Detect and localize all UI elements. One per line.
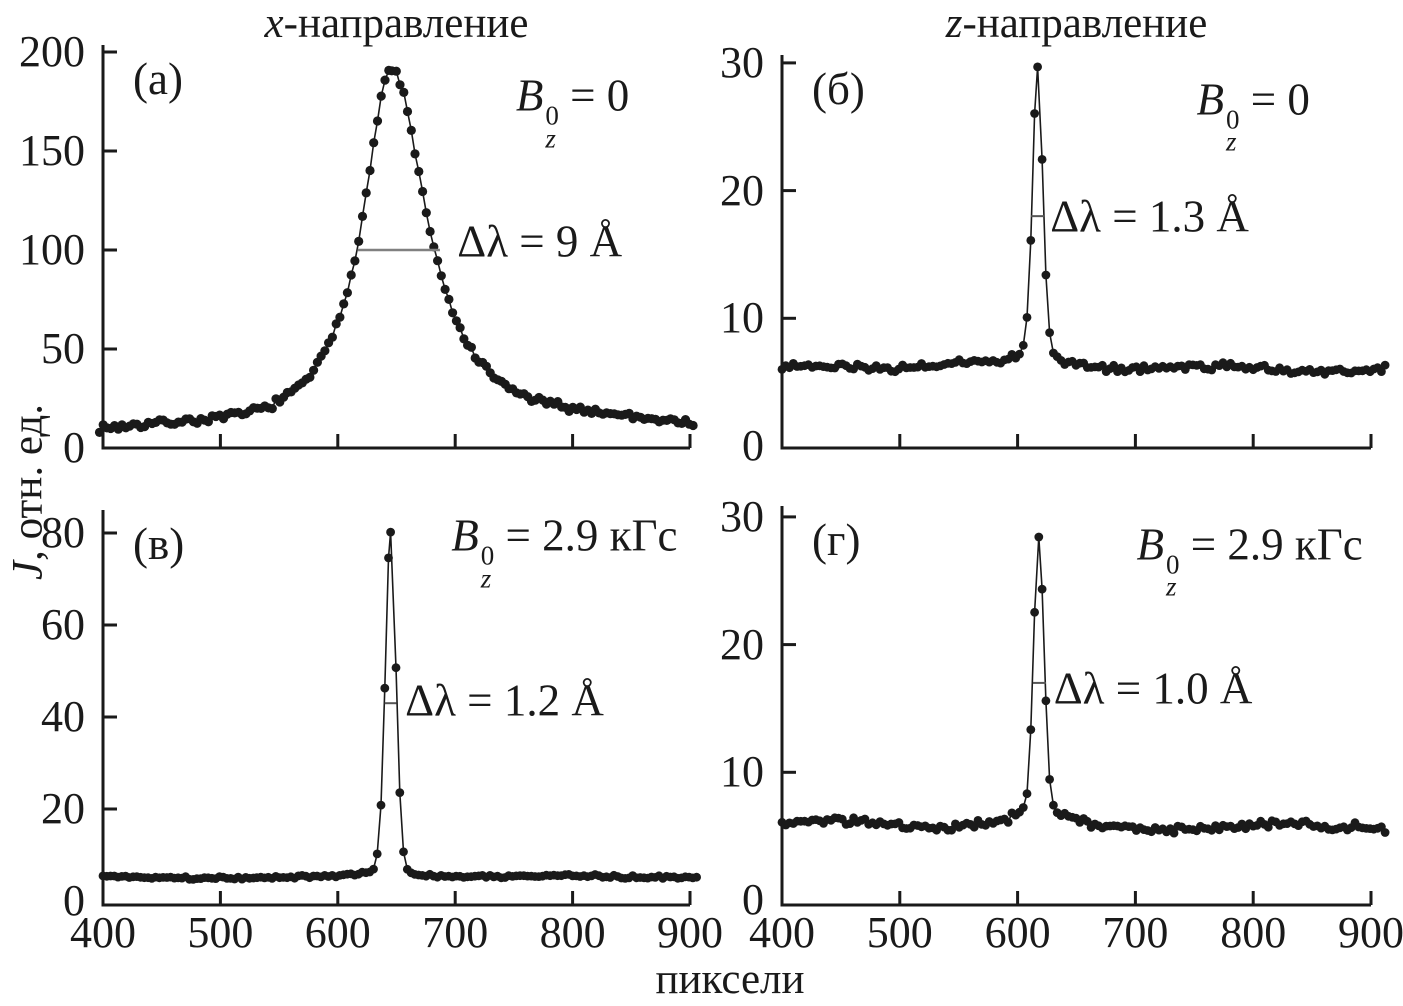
panel-g-plot [777, 506, 1390, 907]
field-value: = 2.9 кГс [494, 510, 678, 561]
panel-b-ytick-0: 0 [742, 421, 764, 470]
panel-g-letter: (г) [812, 515, 861, 565]
panel-v-xtick-500: 500 [187, 908, 254, 957]
panel-v-fwhm-annotation: Δλ = 1.2 Å [405, 675, 604, 726]
panel-a-ytick-50: 50 [41, 324, 85, 373]
panel-v-xtick-400: 400 [70, 908, 136, 957]
panel-g-axes [780, 506, 1371, 907]
panel-g-xtick-600: 600 [984, 908, 1051, 957]
panel-v-axes [101, 510, 690, 907]
panel-v-ytick-0: 0 [63, 876, 85, 925]
panel-b-letter: (б) [812, 64, 865, 114]
y-axis-label-symbol: J [4, 560, 52, 580]
panel-g-data-points [777, 532, 1390, 838]
panel-v-ytick-80: 80 [41, 508, 85, 557]
panel-a-axes [101, 45, 690, 450]
panel-v-letter: (в) [133, 519, 185, 569]
field-symbol: B [515, 70, 544, 121]
field-symbol: B [1136, 519, 1165, 570]
panel-a-fwhm-annotation: Δλ = 9 Å [457, 216, 623, 267]
panel-a-letter: (а) [133, 54, 183, 104]
panel-b-data-points [777, 62, 1390, 379]
panel-g-xtick-700: 700 [1102, 908, 1169, 957]
panel-b-fwhm-annotation: Δλ = 1.3 Å [1050, 191, 1249, 242]
panel-g-ytick-20: 20 [720, 619, 764, 669]
panel-g-xtick-800: 800 [1220, 908, 1287, 957]
panel-a-data-points [94, 65, 698, 437]
panel-b-title-rest: -направление [962, 0, 1208, 47]
panel-b-title-var: z [945, 0, 963, 47]
panel-a-plot [94, 45, 698, 450]
panel-v-xtick-900: 900 [657, 908, 723, 957]
panel-g-ytick-0: 0 [742, 875, 764, 924]
panel-a-ytick-150: 150 [19, 126, 85, 175]
panel-b-axes [780, 55, 1371, 450]
panel-v-ytick-20: 20 [41, 784, 85, 833]
panel-a-title-var: x [264, 0, 284, 47]
field-symbol: B [451, 510, 479, 561]
panel-a-ytick-0: 0 [63, 423, 85, 472]
x-axis-label: пиксели [655, 956, 805, 1003]
panel-v-xtick-800: 800 [539, 908, 606, 957]
panel-b-plot [777, 55, 1390, 450]
panel-v-ytick-40: 40 [41, 692, 85, 741]
panel-v-ytick-60: 60 [41, 600, 85, 649]
panel-b-ytick-10: 10 [720, 293, 764, 343]
panel-b-title: z-направление [946, 2, 1208, 45]
panel-b-ytick-20: 20 [720, 165, 764, 215]
panel-v-plot [98, 510, 701, 907]
panel-a-title: x-направление [265, 2, 529, 45]
field-symbol: B [1196, 74, 1224, 125]
panel-g-xtick-900: 900 [1338, 908, 1403, 957]
panel-g-fwhm-annotation: Δλ = 1.0 Å [1053, 663, 1253, 714]
field-value: = 0 [1239, 74, 1310, 125]
panel-a-ytick-200: 200 [19, 27, 85, 76]
panel-a-title-rest: -направление [283, 0, 529, 47]
field-value: = 2.9 кГс [1179, 519, 1363, 570]
panel-g-ytick-10: 10 [720, 747, 764, 797]
field-value: = 0 [558, 70, 630, 121]
panel-v-xtick-700: 700 [422, 908, 489, 957]
panel-g-ytick-30: 30 [720, 491, 764, 541]
panel-g-xtick-400: 400 [749, 908, 815, 957]
panel-b-ytick-30: 30 [720, 37, 764, 87]
panel-v-data-points [98, 527, 701, 884]
panel-a-ytick-100: 100 [19, 225, 85, 274]
panel-v-xtick-600: 600 [304, 908, 371, 957]
panel-g-xtick-500: 500 [866, 908, 933, 957]
